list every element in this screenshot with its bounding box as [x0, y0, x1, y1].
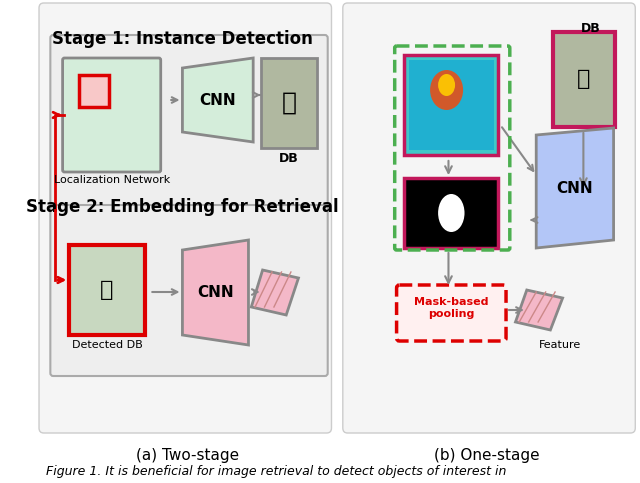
- Polygon shape: [536, 128, 614, 248]
- Text: 🏛: 🏛: [100, 280, 114, 300]
- Text: CNN: CNN: [197, 284, 234, 299]
- Bar: [79, 75, 109, 107]
- Text: Detected DB: Detected DB: [72, 340, 142, 350]
- Text: CNN: CNN: [199, 93, 236, 108]
- Text: Stage 1: Instance Detection: Stage 1: Instance Detection: [52, 30, 313, 48]
- Text: Stage 2: Embedding for Retrieval: Stage 2: Embedding for Retrieval: [26, 198, 339, 216]
- Ellipse shape: [438, 194, 465, 232]
- Ellipse shape: [430, 70, 463, 110]
- FancyBboxPatch shape: [343, 3, 636, 433]
- FancyBboxPatch shape: [51, 35, 328, 206]
- FancyBboxPatch shape: [397, 285, 506, 341]
- Text: CNN: CNN: [557, 181, 593, 196]
- Text: 🏛: 🏛: [282, 91, 296, 115]
- Bar: [404, 55, 499, 155]
- Text: Localization Network: Localization Network: [54, 175, 170, 185]
- Bar: [260, 58, 317, 148]
- Polygon shape: [252, 270, 298, 315]
- Polygon shape: [515, 290, 563, 330]
- FancyBboxPatch shape: [63, 58, 161, 172]
- Ellipse shape: [438, 74, 455, 96]
- Bar: [404, 178, 499, 248]
- Polygon shape: [182, 58, 253, 142]
- Text: 🏛: 🏛: [577, 69, 590, 89]
- Text: Feature: Feature: [539, 340, 581, 350]
- Text: DB: DB: [279, 152, 299, 165]
- Text: DB: DB: [581, 22, 601, 35]
- Text: Mask-based
pooling: Mask-based pooling: [414, 297, 488, 319]
- Text: (b) One-stage: (b) One-stage: [435, 448, 540, 463]
- Bar: [409, 60, 494, 150]
- FancyBboxPatch shape: [39, 3, 332, 433]
- FancyBboxPatch shape: [51, 205, 328, 376]
- Polygon shape: [182, 240, 248, 345]
- Text: (a) Two-stage: (a) Two-stage: [136, 448, 239, 463]
- Text: Figure 1. It is beneficial for image retrieval to detect objects of interest in: Figure 1. It is beneficial for image ret…: [45, 465, 506, 478]
- Bar: [69, 245, 145, 335]
- Bar: [553, 32, 614, 127]
